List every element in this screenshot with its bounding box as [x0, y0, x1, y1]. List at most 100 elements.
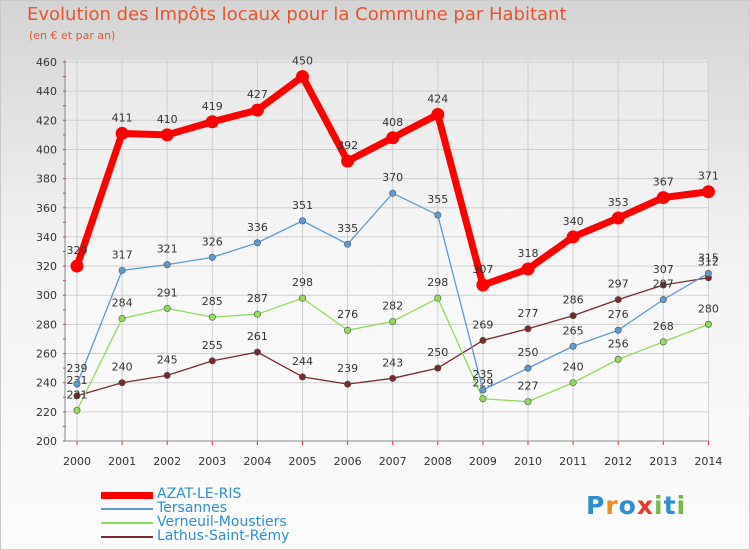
logo-letter: o	[618, 491, 637, 520]
data-label: 315	[698, 251, 719, 264]
data-label: 307	[653, 263, 674, 276]
data-point	[524, 364, 532, 372]
data-point	[611, 211, 625, 225]
legend-label: Lathus-Saint-Rémy	[157, 528, 290, 544]
data-label: 427	[247, 88, 268, 101]
logo-letter: x	[636, 491, 654, 520]
data-point	[389, 189, 397, 197]
data-point	[298, 217, 306, 225]
data-point	[566, 230, 580, 244]
data-label: 424	[427, 92, 448, 105]
data-label: 276	[608, 308, 629, 321]
data-point	[341, 154, 355, 168]
data-label: 285	[202, 295, 223, 308]
data-point	[160, 128, 174, 142]
legend-swatch	[101, 492, 153, 499]
x-tick-label: 2001	[108, 455, 136, 468]
data-label: 235	[472, 368, 493, 381]
data-point	[521, 262, 535, 276]
data-point	[208, 253, 216, 261]
data-label: 336	[247, 221, 268, 234]
data-label: 239	[337, 362, 358, 375]
data-label: 287	[247, 292, 268, 305]
data-point	[479, 386, 487, 394]
chart-subtitle: (en € et par an)	[29, 29, 116, 42]
data-label: 255	[202, 339, 223, 352]
series-verneuil-moustiers: 221 284 291 285 287 298 276 282 298 229 227 240 256 2…	[67, 276, 719, 414]
data-label: 370	[382, 171, 403, 184]
data-point	[386, 131, 400, 145]
data-point	[296, 70, 309, 84]
data-label: 240	[563, 361, 584, 374]
data-label: 410	[157, 113, 178, 126]
data-label: 317	[112, 248, 133, 261]
legend-label: Tersannes	[157, 500, 228, 516]
data-point	[250, 103, 264, 117]
logo-letter: r	[605, 491, 619, 520]
data-point	[73, 380, 81, 388]
legend-swatch	[101, 522, 153, 524]
x-tick-label: 2004	[243, 455, 271, 468]
data-point	[479, 336, 487, 344]
y-tick-label: 400	[36, 143, 57, 156]
legend-label: Verneuil-Moustiers	[157, 514, 287, 530]
data-point	[298, 294, 306, 302]
data-point	[73, 406, 81, 414]
x-tick-label: 2003	[198, 455, 226, 468]
data-label: 321	[157, 243, 178, 256]
data-label: 307	[472, 263, 493, 276]
data-point	[659, 338, 667, 346]
data-label: 297	[653, 278, 674, 291]
data-label: 269	[472, 318, 493, 331]
x-tick-label: 2011	[559, 455, 587, 468]
data-point	[253, 348, 261, 356]
data-point	[163, 371, 171, 379]
data-point	[208, 357, 216, 365]
data-point	[118, 266, 126, 274]
data-label: 244	[292, 355, 313, 368]
series-azat-le-ris: 320 411 410 419 427 450 392 408 424 307 318 340 353 3…	[67, 55, 719, 292]
data-point	[479, 395, 487, 403]
data-label: 286	[563, 294, 584, 307]
x-tick-label: 2007	[379, 455, 407, 468]
data-point	[389, 374, 397, 382]
data-label: 250	[427, 346, 448, 359]
y-tick-label: 240	[36, 377, 57, 390]
data-point	[434, 294, 442, 302]
data-point	[163, 261, 171, 269]
data-label: 312	[698, 256, 719, 269]
y-tick-label: 460	[36, 56, 57, 69]
y-tick-label: 220	[36, 406, 57, 419]
data-point	[208, 313, 216, 321]
data-label: 411	[112, 111, 133, 124]
data-point	[344, 326, 352, 334]
x-tick-label: 2010	[514, 455, 542, 468]
data-label: 227	[518, 380, 539, 393]
data-point	[614, 326, 622, 334]
data-point	[73, 392, 81, 400]
data-label: 326	[202, 235, 223, 248]
data-label: 261	[247, 330, 268, 343]
data-label: 320	[67, 244, 88, 257]
y-tick-label: 380	[36, 173, 57, 186]
data-point	[476, 278, 490, 292]
data-label: 284	[112, 297, 133, 310]
plot-area	[65, 60, 709, 441]
series-lathus-saint-r-my: 231 240 245 255 261 244 239 243 250 269 277 286 297 3…	[67, 256, 719, 400]
data-label: 355	[427, 193, 448, 206]
x-tick-label: 2014	[694, 455, 722, 468]
y-tick-label: 320	[36, 260, 57, 273]
logo-letter: t	[663, 491, 677, 520]
data-label: 265	[563, 324, 584, 337]
data-point	[434, 364, 442, 372]
data-point	[431, 107, 445, 121]
data-point	[253, 239, 261, 247]
data-label: 371	[698, 170, 719, 183]
data-point	[704, 269, 712, 277]
data-point	[569, 342, 577, 350]
data-point	[524, 325, 532, 333]
x-tick-label: 2006	[334, 455, 362, 468]
series-tersannes: 239 317 321 326 336 351 335 370 355 235 250 265 276 2…	[67, 171, 719, 394]
